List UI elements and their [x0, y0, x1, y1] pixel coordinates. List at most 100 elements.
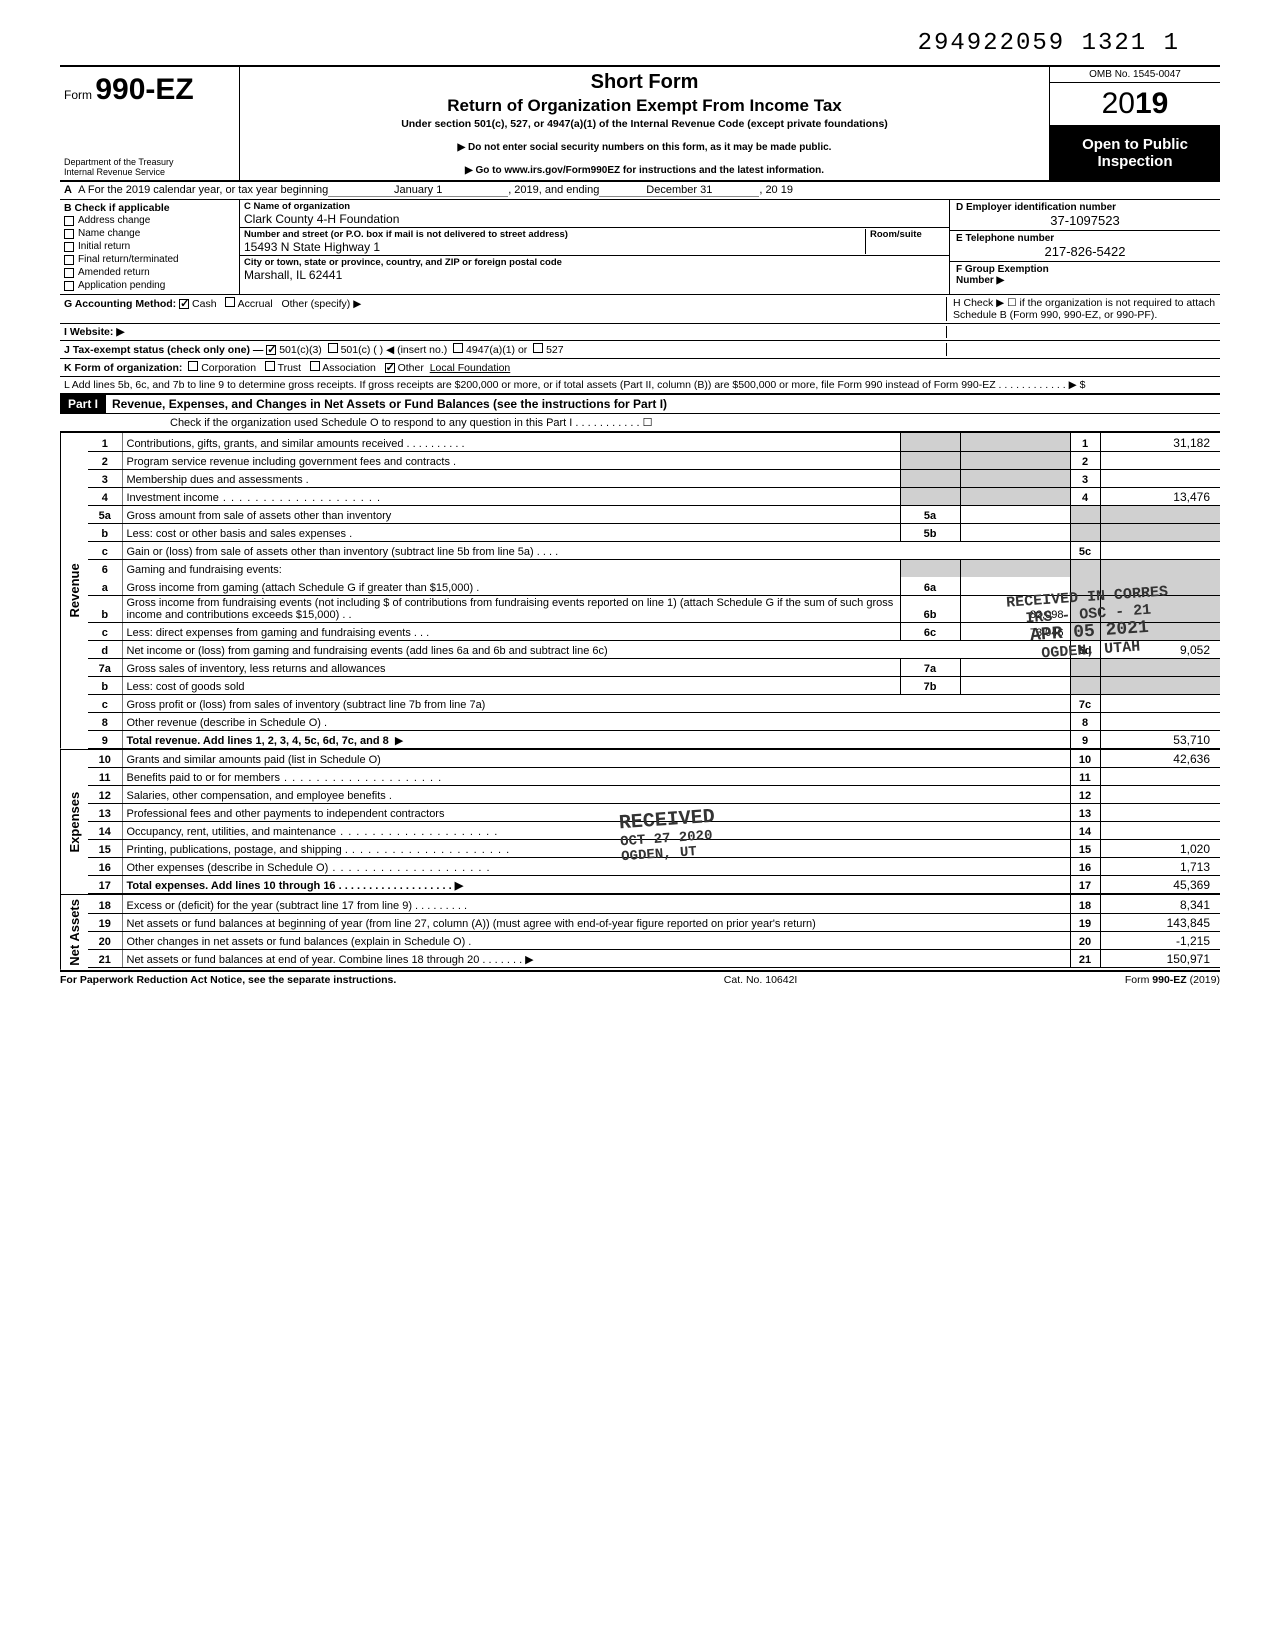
- org-name-row: C Name of organization Clark County 4-H …: [240, 200, 949, 228]
- col-b: B Check if applicable Address change Nam…: [60, 200, 240, 294]
- side-label-expenses: Expenses: [60, 750, 88, 895]
- chk-name-change[interactable]: Name change: [64, 227, 235, 240]
- chk-amended-return[interactable]: Amended return: [64, 266, 235, 279]
- chk-initial-return[interactable]: Initial return: [64, 240, 235, 253]
- line-val: [1100, 469, 1220, 487]
- line-num: c: [88, 541, 122, 559]
- opt-trust: Trust: [278, 362, 302, 374]
- line-desc: Gain or (loss) from sale of assets other…: [127, 546, 559, 558]
- line-desc: Other expenses (describe in Schedule O): [127, 862, 329, 874]
- website-label: I Website: ▶: [64, 326, 124, 338]
- row-g: G Accounting Method: Cash Accrual Other …: [60, 295, 1220, 324]
- chk-cash[interactable]: [179, 299, 189, 309]
- chk-label: Application pending: [78, 280, 165, 291]
- line-num: a: [88, 577, 122, 595]
- g-label: G Accounting Method:: [64, 298, 176, 310]
- chk-accrual[interactable]: [225, 297, 235, 307]
- chk-501c3[interactable]: [266, 345, 276, 355]
- part-1-badge: Part I: [60, 395, 106, 413]
- cash-label: Cash: [192, 298, 217, 310]
- chk-final-return[interactable]: Final return/terminated: [64, 253, 235, 266]
- line-val: 53,710: [1100, 730, 1220, 748]
- line-desc: Program service revenue including govern…: [127, 456, 457, 468]
- col-c: C Name of organization Clark County 4-H …: [240, 200, 950, 294]
- netassets-table: 18Excess or (deficit) for the year (subt…: [88, 895, 1220, 968]
- chk-address-change[interactable]: Address change: [64, 214, 235, 227]
- line-desc: Grants and similar amounts paid (list in…: [127, 754, 381, 766]
- k-label: K Form of organization:: [64, 362, 182, 374]
- line-num: 1: [88, 433, 122, 451]
- chk-527[interactable]: [533, 343, 543, 353]
- part-1-title: Revenue, Expenses, and Changes in Net As…: [106, 395, 673, 413]
- line-desc: Less: cost of goods sold: [127, 681, 245, 693]
- line-desc: Other changes in net assets or fund bala…: [127, 936, 472, 948]
- line-val: 1,713: [1100, 858, 1220, 876]
- line-desc: Other revenue (describe in Schedule O) .: [127, 717, 328, 729]
- line-val: 143,845: [1100, 913, 1220, 931]
- ein-row: D Employer identification number 37-1097…: [950, 200, 1220, 231]
- mid-num: 6c: [900, 622, 960, 640]
- chk-4947[interactable]: [453, 343, 463, 353]
- line-val: 13,476: [1100, 487, 1220, 505]
- line-desc: Contributions, gifts, grants, and simila…: [127, 438, 410, 450]
- opt-other-org: Other: [398, 362, 424, 374]
- line-num: 15: [88, 840, 122, 858]
- revenue-section: Revenue 1Contributions, gifts, grants, a…: [60, 432, 1220, 749]
- mid-num: 6b: [900, 595, 960, 622]
- other-org-value: Local Foundation: [430, 362, 511, 374]
- line-num: 9: [88, 730, 122, 748]
- line-val: 1,020: [1100, 840, 1220, 858]
- line-num: 16: [88, 858, 122, 876]
- line-rnum: 8: [1070, 712, 1100, 730]
- chk-501c[interactable]: [328, 343, 338, 353]
- line-rnum: 5c: [1070, 541, 1100, 559]
- header-right: OMB No. 1545-0047 20201919 Open to Publi…: [1050, 67, 1220, 180]
- j-label: J Tax-exempt status (check only one) —: [64, 344, 266, 356]
- line-val: 8,341: [1100, 895, 1220, 913]
- mid-num: 7b: [900, 676, 960, 694]
- line-rnum: 15: [1070, 840, 1100, 858]
- address-row: Number and street (or P.O. box if mail i…: [240, 228, 949, 256]
- city-value: Marshall, IL 62441: [244, 268, 945, 282]
- form-prefix: Form: [64, 88, 92, 102]
- line-val: [1100, 541, 1220, 559]
- title-short-form: Short Form: [250, 71, 1039, 94]
- chk-corp[interactable]: [188, 361, 198, 371]
- opt-501c: 501(c) ( ) ◀ (insert no.): [341, 344, 448, 356]
- chk-assoc[interactable]: [310, 361, 320, 371]
- accrual-label: Accrual: [238, 298, 273, 310]
- chk-other-org[interactable]: [385, 363, 395, 373]
- page-footer: For Paperwork Reduction Act Notice, see …: [60, 971, 1220, 986]
- note-ssn: ▶ Do not enter social security numbers o…: [250, 142, 1039, 153]
- mid-num: 6a: [900, 577, 960, 595]
- line-val: 42,636: [1100, 750, 1220, 768]
- line-num: 13: [88, 804, 122, 822]
- chk-application-pending[interactable]: Application pending: [64, 279, 235, 292]
- footer-left: For Paperwork Reduction Act Notice, see …: [60, 974, 396, 986]
- ein-value: 37-1097523: [956, 213, 1214, 228]
- ge-label-2: Number ▶: [956, 275, 1004, 286]
- chk-trust[interactable]: [265, 361, 275, 371]
- line-num: 21: [88, 949, 122, 967]
- row-j: J Tax-exempt status (check only one) — 5…: [60, 341, 1220, 359]
- row-a-end: December 31: [599, 184, 759, 197]
- opt-527: 527: [546, 344, 564, 356]
- line-num: 19: [88, 913, 122, 931]
- line-num: 17: [88, 876, 122, 894]
- addr-label: Number and street (or P.O. box if mail i…: [244, 229, 865, 240]
- row-a-mid: , 2019, and ending: [508, 184, 599, 197]
- line-val: [1100, 694, 1220, 712]
- line-desc: Gross income from gaming (attach Schedul…: [127, 582, 480, 594]
- chk-label: Amended return: [78, 267, 150, 278]
- line-num: 11: [88, 768, 122, 786]
- opt-assoc: Association: [322, 362, 376, 374]
- phone-value: 217-826-5422: [956, 244, 1214, 259]
- line-num: 10: [88, 750, 122, 768]
- city-row: City or town, state or province, country…: [240, 256, 949, 283]
- line-desc: Net assets or fund balances at end of ye…: [127, 954, 534, 966]
- city-label: City or town, state or province, country…: [244, 257, 945, 268]
- row-a-tax-year: A A For the 2019 calendar year, or tax y…: [60, 182, 1220, 200]
- line-val: 150,971: [1100, 949, 1220, 967]
- line-desc: Investment income: [127, 492, 219, 504]
- line-val: 31,182: [1100, 433, 1220, 451]
